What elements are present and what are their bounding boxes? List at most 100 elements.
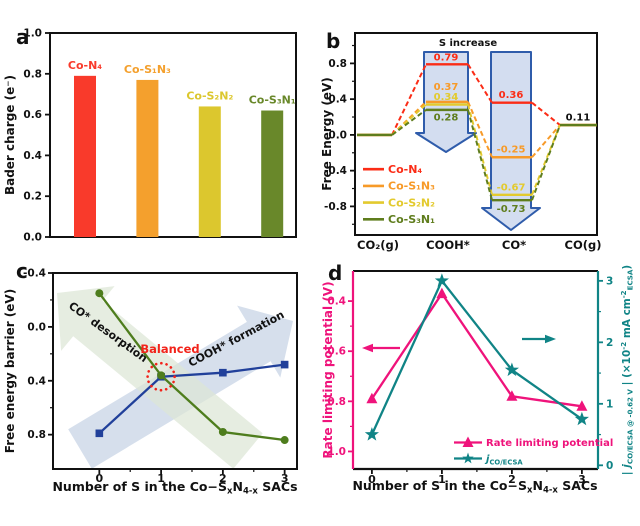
x-axis-label: Number of S in the Co−SxN4-x SACs xyxy=(52,479,297,497)
star-marker xyxy=(504,362,519,377)
connector xyxy=(531,124,561,158)
connector xyxy=(391,109,427,136)
right-axis-label: | jCO/ECSA @ -0.62 V | (×10-2 mA cm-2ECS… xyxy=(619,265,635,475)
square-marker xyxy=(280,360,289,369)
value-label: 0.34 xyxy=(434,92,459,103)
triangle-marker xyxy=(366,392,378,404)
y-tick-label: 0.8 xyxy=(328,58,347,70)
panel-letter-a: a xyxy=(16,25,30,49)
value-label: 0.36 xyxy=(499,90,524,101)
plot-frame xyxy=(52,272,298,470)
panel-b: 0.8 0.4 0.0 -0.4 -0.8 0.79 0.36 0.37 -0.25 0.34 -0… xyxy=(320,0,640,263)
connector xyxy=(391,103,427,136)
y-tick-label: -0.8 xyxy=(324,201,347,213)
y-tick-label: 0.8 xyxy=(27,429,46,441)
value-label: 0.79 xyxy=(434,52,459,63)
y-tick-label: 0.2 xyxy=(23,191,42,203)
legend-label: Co-N₄ xyxy=(388,163,422,176)
connector xyxy=(391,63,427,136)
y-tick-label: 0.0 xyxy=(27,321,46,333)
x-category-label: CO(g) xyxy=(565,238,602,252)
legend-label: jCO/ECSA xyxy=(484,454,523,467)
y-tick-label: 0.0 xyxy=(23,232,42,244)
x-tick-label: 2 xyxy=(508,473,516,486)
panel-a: 0.0 0.2 0.4 0.6 0.8 1.0 Co-N₄ Co-S₁N₃ Co-S₂N₂ Co-… xyxy=(0,0,320,263)
y-axis-label: Bader charge (e⁻) xyxy=(3,75,17,195)
bader-charge-bar-chart: 0.0 0.2 0.4 0.6 0.8 1.0 Co-N₄ Co-S₁N₃ Co-S₂N₂ Co-… xyxy=(3,28,297,244)
circle-marker xyxy=(218,427,227,436)
left-axis-label: Rate limiting potential (V) xyxy=(321,281,335,458)
legend-label: Co-S₃N₁ xyxy=(388,213,435,226)
value-label: -0.25 xyxy=(497,145,526,156)
panel-letter-c: c xyxy=(16,259,28,283)
left-tick-label: 0.6 xyxy=(327,346,346,358)
right-tick-label: 0 xyxy=(606,460,613,472)
x-tick-label: 3 xyxy=(281,472,289,485)
panel-letter-d: d xyxy=(328,261,343,285)
circle-marker xyxy=(280,436,289,445)
plot-frame xyxy=(49,32,297,238)
x-category-label: CO* xyxy=(502,238,526,252)
value-label: 0.28 xyxy=(434,112,459,123)
connector xyxy=(467,109,493,201)
value-label: -0.73 xyxy=(497,204,526,215)
triangle-marker xyxy=(576,400,588,411)
x-tick-label: 0 xyxy=(368,473,376,486)
connector xyxy=(531,101,561,126)
x-tick-label: 2 xyxy=(219,472,227,485)
y-tick-label: 0.0 xyxy=(328,129,347,141)
x-tick-label: 0 xyxy=(96,472,104,485)
series-line xyxy=(370,291,583,408)
balanced-label: Balanced xyxy=(140,342,199,356)
right-axis-arrow-head xyxy=(545,334,556,344)
series-line xyxy=(98,292,285,442)
right-tick-label: 3 xyxy=(606,275,613,287)
x-axis-label: Number of S in the Co−SxN4-x SACs xyxy=(352,478,597,496)
connector xyxy=(391,101,427,136)
left-tick-label: 1.0 xyxy=(327,446,346,458)
circle-marker xyxy=(95,289,104,298)
legend-star-marker xyxy=(462,452,474,464)
value-label: -0.67 xyxy=(497,182,526,193)
x-category-label: CO₂(g) xyxy=(357,238,399,252)
y-tick-label: 0.8 xyxy=(23,68,42,80)
y-tick-label: -0.4 xyxy=(23,268,46,280)
star-marker xyxy=(434,273,449,287)
bar-label: Co-S₂N₂ xyxy=(186,89,233,102)
y-axis-label: Free energy barrier (eV) xyxy=(3,289,17,453)
panel-letter-b: b xyxy=(326,29,341,53)
bar-4 xyxy=(261,110,284,237)
connector xyxy=(531,124,561,201)
y-tick-label: 0.4 xyxy=(328,94,347,106)
connector xyxy=(467,63,493,104)
bar-1 xyxy=(74,75,96,237)
panel-c: -0.4 0.0 0.4 0.8 0 1 2 3 CO* desorption COOH* for… xyxy=(0,263,320,526)
y-tick-label: 1.0 xyxy=(23,28,42,40)
series-line xyxy=(98,363,285,435)
x-tick-label: 3 xyxy=(578,473,586,486)
chart-title: S increase xyxy=(439,38,498,49)
bar-3 xyxy=(198,106,221,237)
y-tick-label: 0.4 xyxy=(23,150,42,162)
left-tick-label: 0.4 xyxy=(327,296,346,308)
right-tick-label: 2 xyxy=(606,337,613,349)
y-tick-label: 0.4 xyxy=(27,375,46,387)
star-marker xyxy=(364,427,379,441)
circle-marker xyxy=(157,371,166,380)
panel-d: 0.4 0.6 0.8 1.0 0 1 2 3 0 1 2 3 Rate limiting potent… xyxy=(320,263,640,526)
rate-limiting-potential-chart: 0.4 0.6 0.8 1.0 0 1 2 3 0 1 2 3 Rate limiting potent… xyxy=(321,265,635,496)
down-arrow-co xyxy=(481,51,541,231)
bar-label: Co-N₄ xyxy=(68,59,102,72)
series-line xyxy=(370,278,583,436)
legend-triangle-marker xyxy=(462,436,474,447)
square-marker xyxy=(95,429,104,438)
legend-label: Rate limiting potential xyxy=(486,438,613,449)
left-axis-arrow-head xyxy=(362,343,373,353)
energy-barrier-chart: -0.40.00.40.80 1 2 3CO* desorption COOH* for… xyxy=(3,268,298,497)
balanced-circle xyxy=(146,361,176,392)
square-marker xyxy=(219,368,227,377)
bar-label: Co-S₃N₁ xyxy=(249,94,296,107)
x-tick-label: 1 xyxy=(438,473,446,486)
x-category-label: COOH* xyxy=(426,238,470,252)
